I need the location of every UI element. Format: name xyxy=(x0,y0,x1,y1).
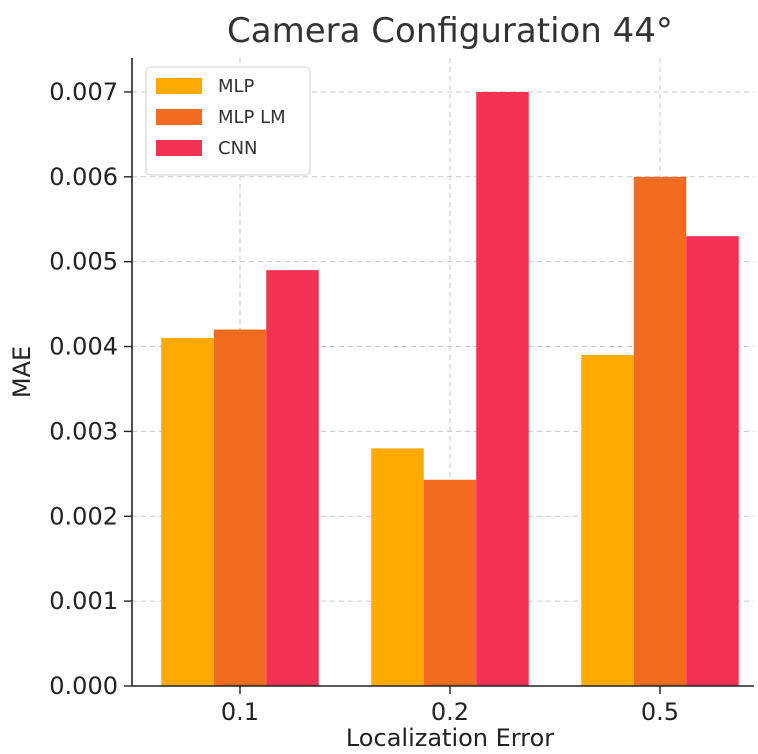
bar-cnn-0.2 xyxy=(476,91,529,687)
legend-swatch xyxy=(156,109,202,125)
x-tick-label: 0.5 xyxy=(641,698,679,726)
y-tick-label: 0.005 xyxy=(49,248,118,276)
axes xyxy=(131,58,754,687)
x-tick-label: 0.1 xyxy=(221,698,259,726)
bar-mlp-0.5 xyxy=(581,355,634,686)
bar-mlp-0.1 xyxy=(161,338,214,686)
y-axis-label: MAE xyxy=(8,346,36,398)
x-axis-label: Localization Error xyxy=(346,724,554,752)
bar-cnn-0.1 xyxy=(266,270,319,686)
legend-label: MLP LM xyxy=(218,107,286,128)
legend-label: CNN xyxy=(218,138,258,159)
bar-cnn-0.5 xyxy=(686,236,739,686)
y-tick-label: 0.002 xyxy=(49,502,118,530)
y-tick-label: 0.001 xyxy=(49,587,118,615)
chart-title: Camera Configuration 44° xyxy=(227,11,673,51)
y-tick-label: 0.000 xyxy=(49,672,118,700)
bars xyxy=(161,91,739,687)
x-tick-label: 0.2 xyxy=(431,698,469,726)
bar-mlp-lm-0.2 xyxy=(423,479,477,686)
bar-mlp-0.2 xyxy=(371,448,424,686)
y-tick-label: 0.003 xyxy=(49,417,118,445)
y-tick-label: 0.006 xyxy=(49,163,118,191)
ticks: 0.000 0.001 0.002 0.003 0.004 0.005 0.006 0.007… xyxy=(49,78,679,726)
bar-mlp-lm-0.1 xyxy=(213,329,267,686)
y-tick-label: 0.007 xyxy=(49,78,118,106)
legend-swatch xyxy=(156,78,202,94)
bar-mlp-lm-0.5 xyxy=(633,176,687,687)
legend-label: MLP xyxy=(218,76,255,97)
legend-swatch xyxy=(156,140,202,156)
y-tick-label: 0.004 xyxy=(49,333,118,361)
legend: MLP MLP LM CNN xyxy=(145,66,311,176)
